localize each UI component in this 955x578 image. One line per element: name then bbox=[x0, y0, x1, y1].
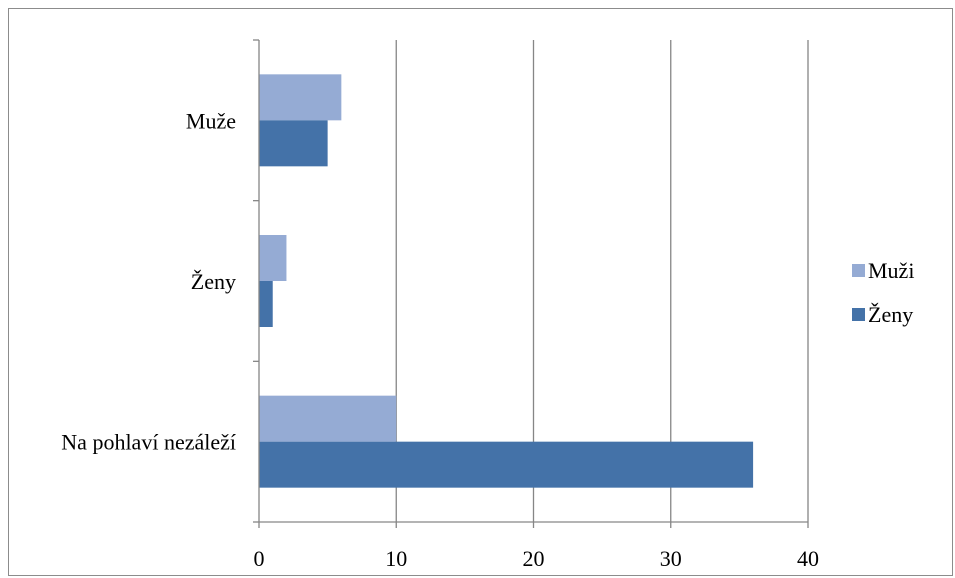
legend-swatch-zeny bbox=[852, 308, 865, 321]
bar-muzi-2 bbox=[259, 395, 397, 442]
bar-muzi-0 bbox=[259, 74, 342, 121]
bar-muzi-1 bbox=[259, 235, 287, 281]
x-tick-label: 40 bbox=[797, 546, 819, 571]
bars bbox=[259, 74, 754, 488]
bar-zeny-0 bbox=[259, 120, 328, 167]
labels: 0 10 20 30 40 Muže Ženy Na pohlaví nezáleží bbox=[61, 108, 819, 571]
legend-label-muzi: Muži bbox=[868, 258, 914, 283]
legend-label-zeny: Ženy bbox=[868, 302, 913, 327]
x-tick-label: 0 bbox=[254, 546, 265, 571]
bar-zeny-2 bbox=[259, 441, 754, 488]
category-label: Muže bbox=[186, 108, 236, 133]
x-tick-label: 10 bbox=[385, 546, 407, 571]
category-label: Ženy bbox=[191, 269, 236, 294]
category-label: Na pohlaví nezáleží bbox=[61, 430, 236, 455]
x-tick-label: 30 bbox=[660, 546, 682, 571]
axes bbox=[253, 39, 809, 528]
legend: Muži Ženy bbox=[852, 258, 914, 327]
x-tick-label: 20 bbox=[523, 546, 545, 571]
bar-zeny-1 bbox=[259, 281, 273, 327]
legend-swatch-muzi bbox=[852, 264, 865, 277]
